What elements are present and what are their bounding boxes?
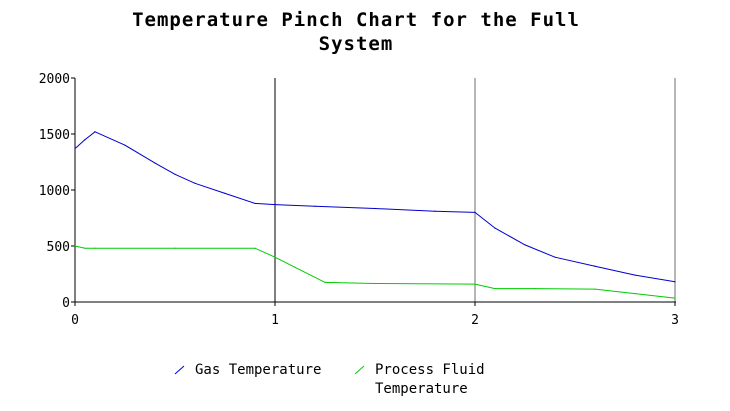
series-point-0 <box>474 211 476 213</box>
x-tick-label: 2 <box>471 313 479 328</box>
series-point-0 <box>374 207 376 210</box>
series-line-0 <box>74 131 676 283</box>
series-point-1 <box>174 247 176 249</box>
series-point-0 <box>554 256 556 258</box>
series-point-1 <box>294 266 296 268</box>
series-point-0 <box>634 274 636 276</box>
series-point-1 <box>84 247 86 249</box>
series-point-1 <box>274 256 276 258</box>
chart-title-line-2: System <box>318 33 394 55</box>
series-point-1 <box>594 288 596 290</box>
series-point-1 <box>494 287 496 290</box>
y-tick-label: 0 <box>62 296 70 311</box>
series-point-0 <box>124 144 126 146</box>
legend-label-1: Process Fluid <box>375 362 485 378</box>
legend-label-1: Temperature <box>375 381 468 397</box>
series-point-0 <box>174 173 176 175</box>
y-tick-label: 1500 <box>39 128 70 143</box>
series-line-1 <box>74 245 676 299</box>
series-point-1 <box>324 281 326 283</box>
series-point-0 <box>74 147 76 150</box>
series-point-0 <box>224 192 226 194</box>
series-point-1 <box>74 245 76 247</box>
series-point-1 <box>254 247 256 249</box>
series-point-0 <box>594 265 596 267</box>
legend-swatch-1 <box>354 365 365 375</box>
x-tick-label: 0 <box>71 313 79 328</box>
series-point-0 <box>674 281 676 283</box>
y-tick-label: 1000 <box>39 184 70 199</box>
x-tick-label: 1 <box>271 313 279 328</box>
series-point-0 <box>254 202 256 205</box>
series-point-1 <box>674 297 676 299</box>
series-point-0 <box>524 244 526 246</box>
chart-title-line-1: Temperature Pinch Chart for the Full <box>132 9 580 31</box>
series-point-1 <box>94 247 96 249</box>
series-point-1 <box>474 283 476 285</box>
series-point-0 <box>494 227 496 229</box>
series-point-1 <box>374 282 376 285</box>
y-tick-label: 2000 <box>39 72 70 87</box>
series-point-0 <box>194 182 196 184</box>
legend-label-0: Gas Temperature <box>195 362 321 378</box>
series-point-0 <box>274 203 276 206</box>
y-tick-label: 500 <box>47 240 70 255</box>
series-point-0 <box>94 131 96 133</box>
legend-swatch-0 <box>174 365 185 375</box>
x-tick-label: 3 <box>671 313 679 328</box>
series-point-0 <box>84 139 86 141</box>
series-point-0 <box>314 205 316 207</box>
series-point-0 <box>434 210 436 212</box>
series-point-0 <box>154 162 156 164</box>
series-point-1 <box>634 293 636 295</box>
series-point-1 <box>534 287 536 290</box>
